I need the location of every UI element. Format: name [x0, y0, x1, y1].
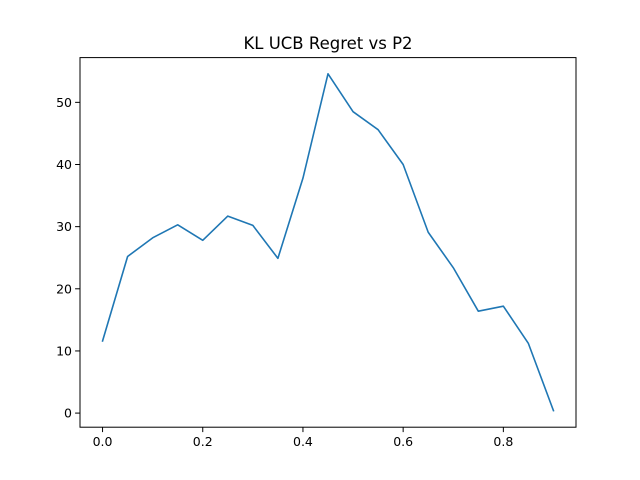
- x-tick-label: 0.2: [193, 434, 213, 449]
- y-tick-label: 40: [56, 157, 72, 172]
- axes-frame: [79, 57, 577, 428]
- x-tick-label: 0.4: [293, 434, 313, 449]
- y-tick-label: 20: [56, 281, 72, 296]
- series-line-0: [101, 72, 555, 412]
- y-tick-label: 30: [56, 219, 72, 234]
- y-axis: 0 10 20 30 40 50: [56, 95, 80, 421]
- y-tick-label: 0: [64, 406, 72, 421]
- y-tick-label: 10: [56, 343, 72, 358]
- x-axis: 0.0 0.2 0.4 0.6 0.8: [93, 427, 513, 449]
- y-tick-label: 50: [56, 95, 72, 110]
- x-tick-label: 0.6: [393, 434, 413, 449]
- x-tick-label: 0.0: [93, 434, 113, 449]
- x-tick-label: 0.8: [493, 434, 513, 449]
- plot-area: [101, 72, 555, 412]
- chart-title: KL UCB Regret vs P2: [243, 34, 412, 53]
